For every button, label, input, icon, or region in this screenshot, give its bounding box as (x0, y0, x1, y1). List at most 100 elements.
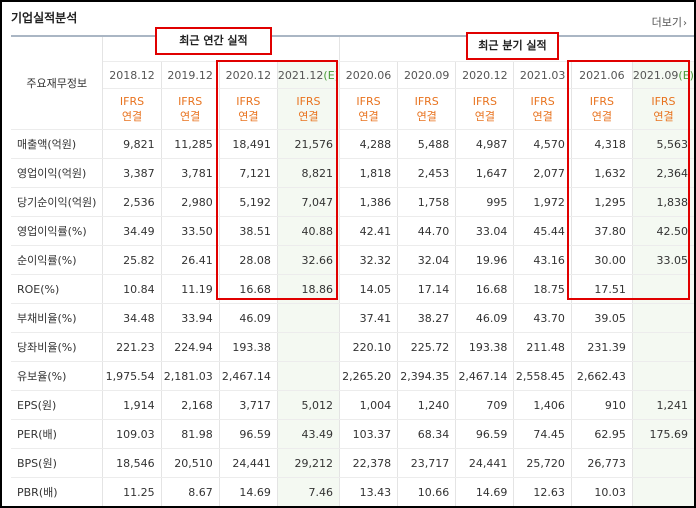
ifrs-label: IFRS (589, 95, 614, 108)
quarter-group-label: 최근 분기 실적 (478, 39, 547, 52)
row-label: 부채비율(%) (11, 303, 104, 333)
table-cell: 20,510 (161, 448, 220, 478)
table-cell: 32.32 (339, 245, 399, 275)
table-cell: 21,576 (277, 129, 340, 159)
ifrs-label: IFRS (414, 95, 439, 108)
row-label: BPS(원) (11, 448, 104, 478)
annual-group-label: 최근 연간 실적 (179, 34, 248, 47)
table-cell: 5,488 (397, 129, 457, 159)
table-cell: 2,364 (632, 158, 694, 188)
table-cell: 14.69 (455, 477, 515, 506)
table-cell: 193.38 (219, 332, 278, 362)
table-cell: 68.34 (397, 419, 457, 449)
table-cell: 231.39 (571, 332, 633, 362)
table-cell: 995 (455, 187, 515, 217)
consolidated-label: 연결 (358, 110, 379, 123)
table-cell: 10.03 (571, 477, 633, 506)
table-cell: 14.69 (219, 477, 278, 506)
ifrs-label: IFRS (530, 95, 555, 108)
table-cell: 2,077 (513, 158, 572, 188)
table-cell (632, 332, 694, 362)
table-cell: 23,717 (397, 448, 457, 478)
consolidated-label: 연결 (180, 110, 201, 123)
table-cell: 224.94 (161, 332, 220, 362)
table-cell: 16.68 (219, 274, 278, 304)
table-cell: 10.84 (102, 274, 162, 304)
table-cell: 11,285 (161, 129, 220, 159)
consolidated-label: 연결 (298, 110, 319, 123)
table-cell: 103.37 (339, 419, 399, 449)
table-cell: 38.51 (219, 216, 278, 246)
table-cell: 13.43 (339, 477, 399, 506)
table-row: ROE(%) 10.84 11.19 16.68 18.86 14.05 17.14 16.6… (11, 274, 694, 304)
period-label: 2021.06 (579, 68, 625, 82)
table-cell: 4,318 (571, 129, 633, 159)
more-link[interactable]: 더보기› (652, 14, 687, 30)
table-cell: 1,914 (102, 390, 162, 420)
row-label-header: 주요재무정보 (11, 36, 104, 130)
table-cell: 4,570 (513, 129, 572, 159)
table-cell: 5,012 (277, 390, 340, 420)
table-cell: 32.66 (277, 245, 340, 275)
table-cell: 29,212 (277, 448, 340, 478)
table-cell: 3,387 (102, 158, 162, 188)
table-cell: 1,386 (339, 187, 399, 217)
table-row: 당좌비율(%) 221.23 224.94 193.38 220.10 225.72 193… (11, 332, 694, 362)
row-label: 당기순이익(억원) (11, 187, 104, 217)
section-title: 기업실적분석 (11, 11, 78, 25)
table-cell: 33.04 (455, 216, 515, 246)
table-cell: 1,975.54 (102, 361, 162, 391)
table-cell: 22,378 (339, 448, 399, 478)
ifrs-label: IFRS (178, 95, 203, 108)
table-row: PER(배) 109.03 81.98 96.59 43.49 103.37 68.34 96… (11, 419, 694, 449)
annual-group-label-box: 최근 연간 실적 (155, 27, 272, 55)
table-cell (277, 361, 340, 391)
table-cell: 2,662.43 (571, 361, 633, 391)
row-label: 순이익률(%) (11, 245, 104, 275)
table-cell: 18,491 (219, 129, 278, 159)
table-cell: 1,818 (339, 158, 399, 188)
consolidated-label: 연결 (121, 110, 143, 123)
table-cell: 14.05 (339, 274, 399, 304)
table-cell: 16.68 (455, 274, 515, 304)
table-cell: 28.08 (219, 245, 278, 275)
table-cell: 9,821 (102, 129, 162, 159)
table-cell: 1,758 (397, 187, 457, 217)
period-header: 2021.12(E) (277, 61, 340, 89)
row-label: 영업이익률(%) (11, 216, 104, 246)
table-row: PBR(배) 11.25 8.67 14.69 7.46 13.43 10.66 14.69 1… (11, 477, 694, 506)
table-row: 영업이익률(%) 34.49 33.50 38.51 40.88 42.41 44.70 33… (11, 216, 694, 246)
table-cell: 2,980 (161, 187, 220, 217)
table-cell: 17.14 (397, 274, 457, 304)
table-cell: 37.80 (571, 216, 633, 246)
consolidated-label: 연결 (474, 110, 495, 123)
table-cell: 1,241 (632, 390, 694, 420)
table-cell: 5,192 (219, 187, 278, 217)
period-header: 2021.03 (513, 61, 572, 89)
table-cell: 7,047 (277, 187, 340, 217)
table-cell: 18.75 (513, 274, 572, 304)
table-cell: 2,467.14 (455, 361, 515, 391)
table-cell: 43.70 (513, 303, 572, 333)
table-cell: 910 (571, 390, 633, 420)
table-cell: 7.46 (277, 477, 340, 506)
period-label: 2021.12 (277, 68, 324, 82)
table-cell (632, 448, 694, 478)
chevron-right-icon: › (683, 18, 687, 29)
period-label: 2021.03 (519, 68, 566, 82)
period-label: 2021.09 (632, 68, 679, 82)
period-header: 2018.12 (102, 61, 162, 89)
table-cell: 42.50 (632, 216, 694, 246)
ifrs-header: IFRS 연결 (397, 88, 457, 130)
table-cell: 26,773 (571, 448, 633, 478)
table-cell: 74.45 (513, 419, 572, 449)
table-cell: 4,987 (455, 129, 515, 159)
table-row: 순이익률(%) 25.82 26.41 28.08 32.66 32.32 32.04 19.… (11, 245, 694, 275)
table-cell: 42.41 (339, 216, 399, 246)
table-cell: 193.38 (455, 332, 515, 362)
ifrs-label: IFRS (472, 95, 497, 108)
period-label: 2020.12 (225, 68, 272, 82)
table-cell: 2,394.35 (397, 361, 457, 391)
table-cell: 39.05 (571, 303, 633, 333)
